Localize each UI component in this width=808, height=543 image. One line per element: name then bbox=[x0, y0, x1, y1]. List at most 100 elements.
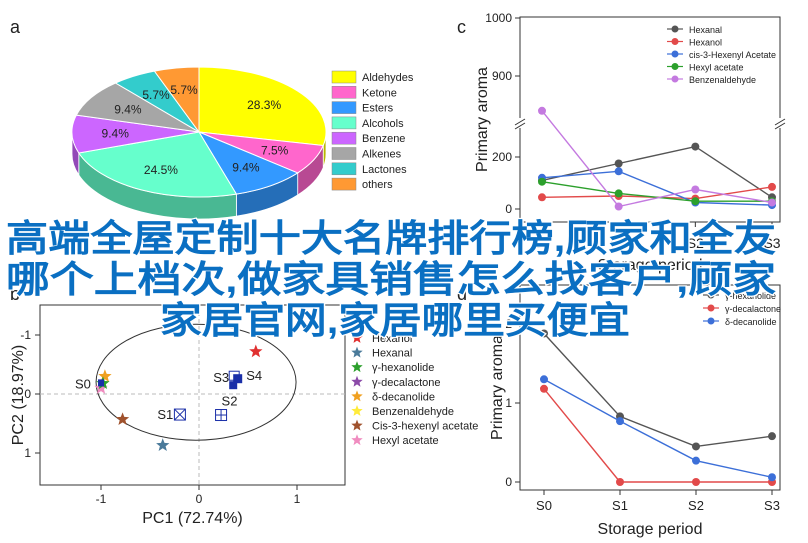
legend-label: Hexanal bbox=[372, 348, 412, 360]
sample-label-s1: S1 bbox=[157, 407, 173, 422]
legend-star-2 bbox=[351, 361, 363, 373]
legend-label: Benzenaldehyde bbox=[372, 406, 454, 418]
series-point bbox=[692, 456, 700, 465]
series-point bbox=[691, 185, 700, 194]
pie-slice-label: 5.7% bbox=[170, 83, 198, 97]
pie-slice-others bbox=[153, 66, 200, 134]
pie-slice-aldehydes bbox=[198, 66, 327, 147]
x-tick-label: S3 bbox=[764, 498, 780, 513]
y-tick-label: 900 bbox=[492, 69, 512, 83]
legend-label-lactones: Lactones bbox=[362, 164, 407, 176]
legend-label: γ-decalactone bbox=[372, 377, 441, 389]
legend-swatch-aldehydes bbox=[331, 70, 357, 84]
series-point bbox=[538, 193, 546, 202]
series-point bbox=[538, 106, 546, 115]
y-axis-title: Primary aroma bbox=[474, 67, 491, 172]
x-tick-label: S0 bbox=[533, 235, 550, 251]
x-tick-label: -1 bbox=[96, 492, 107, 506]
x-tick-label: S3 bbox=[763, 235, 780, 251]
panel-label-c: c bbox=[457, 17, 466, 37]
series-point bbox=[616, 478, 624, 486]
pie-slice-label: 5.7% bbox=[142, 88, 170, 102]
overlay-line-3: 家居官网,家居哪里买便宜 bbox=[160, 300, 630, 341]
series-point bbox=[691, 142, 700, 151]
series-point bbox=[768, 198, 776, 207]
sample-label-s4: S4 bbox=[246, 368, 262, 383]
panel-labels: a b c d bbox=[10, 17, 467, 304]
axis-break-gap bbox=[514, 118, 786, 128]
panel-label-d: d bbox=[457, 284, 467, 304]
series-point bbox=[540, 329, 548, 338]
loading-star-marker bbox=[98, 369, 112, 382]
x-axis-title: Storage period bbox=[598, 257, 703, 274]
series-point bbox=[692, 442, 700, 451]
series-point bbox=[614, 189, 623, 198]
series-point bbox=[614, 167, 623, 176]
legend-label: Cis-3-hexenyl acetate bbox=[372, 421, 478, 433]
legend-star-0 bbox=[351, 332, 363, 343]
axis-break-mark bbox=[514, 122, 526, 130]
sample-label-s0: S0 bbox=[75, 376, 91, 391]
panel-d-line-chart: 0 1 2 S0 S1 S2 S3 Storage period Primary aroma γ-… bbox=[489, 284, 781, 538]
y-tick-label: 1000 bbox=[485, 11, 512, 25]
series-point bbox=[614, 202, 623, 211]
legend-star-7 bbox=[351, 434, 363, 446]
series-point bbox=[768, 473, 776, 482]
legend-label-alkenes: Alkenes bbox=[362, 149, 402, 161]
x-tick-label: S2 bbox=[687, 235, 704, 251]
axis-break-mark bbox=[514, 118, 526, 126]
overlay-banner-text: 高端全屋定制十大名牌排行榜,顾家和全友 哪个上档次,做家具销售怎么找客户,顾家 … bbox=[5, 216, 778, 343]
pie-slice-label: 28.3% bbox=[247, 98, 281, 112]
series-point bbox=[540, 375, 548, 384]
pie-slice-label: 7.5% bbox=[261, 143, 289, 157]
y-tick-label: 1 bbox=[24, 446, 31, 460]
legend-label-esters: Esters bbox=[362, 103, 394, 115]
legend-label-others: others bbox=[362, 179, 393, 191]
legend-star-1 bbox=[351, 346, 363, 358]
series-line-0 bbox=[541, 145, 773, 198]
pie-slice-alcohols bbox=[77, 131, 238, 198]
legend-swatch-others bbox=[331, 177, 357, 191]
y-tick-label: -1 bbox=[20, 328, 31, 342]
x-tick-label: S0 bbox=[536, 498, 552, 513]
overlay-line-1: 高端全屋定制十大名牌排行榜,顾家和全友 bbox=[6, 217, 776, 259]
pie-slice-label: 9.4% bbox=[232, 161, 260, 175]
x-axis-title: Storage period bbox=[598, 521, 703, 538]
legend-marker-1 bbox=[707, 304, 715, 312]
panel-a-pie-chart: 28.3%7.5%9.4%24.5%9.4%9.4%5.7% 5.7%Aldehy… bbox=[71, 66, 414, 220]
y-tick-label: 2 bbox=[505, 317, 512, 331]
legend-label-benzene: Benzene bbox=[362, 133, 405, 145]
legend-label: γ-hexanolide bbox=[725, 291, 776, 301]
series-point bbox=[768, 182, 776, 191]
x-tick-label: 0 bbox=[196, 492, 203, 506]
series-point bbox=[616, 417, 624, 426]
series-line-1 bbox=[543, 388, 772, 483]
legend-swatch-benzene bbox=[331, 131, 357, 145]
plot-frame bbox=[39, 304, 346, 486]
legend-swatch-alcohols bbox=[331, 116, 357, 130]
legend-marker-4 bbox=[671, 75, 679, 83]
legend-star-6 bbox=[351, 419, 363, 431]
series-line-2 bbox=[543, 378, 773, 478]
sample-marker-s4 bbox=[233, 374, 243, 384]
legend-star-5 bbox=[351, 405, 363, 416]
x-tick-label: S1 bbox=[612, 498, 628, 513]
legend-label: Hexanal bbox=[689, 25, 722, 35]
y-tick-label: 200 bbox=[492, 150, 512, 164]
legend-swatch-esters bbox=[331, 101, 357, 114]
legend-marker-2 bbox=[707, 317, 715, 325]
legend-label: γ-decalactone bbox=[725, 304, 781, 314]
y-axis-title: PC2 (18.97%) bbox=[10, 345, 27, 446]
series-point bbox=[538, 177, 546, 186]
axis-break-mark bbox=[774, 118, 786, 126]
legend-label: Hexanol bbox=[372, 333, 412, 345]
legend-marker-1 bbox=[671, 38, 679, 45]
loading-star-marker bbox=[115, 412, 130, 425]
series-point bbox=[692, 478, 700, 486]
y-axis-title: Primary aroma bbox=[489, 335, 506, 440]
pie-slice-label: 24.5% bbox=[144, 163, 178, 177]
series-point bbox=[614, 159, 623, 168]
series-point bbox=[768, 432, 776, 441]
legend-marker-3 bbox=[671, 63, 679, 70]
